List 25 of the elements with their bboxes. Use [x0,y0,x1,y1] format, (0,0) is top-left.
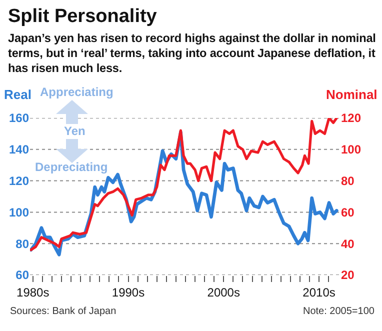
text: Note: 2005=100 [303,306,375,317]
y-tick-label: 140 [8,142,30,157]
source-note: Sources: Bank of Japan [10,306,116,317]
chart-title: Split Personality [8,6,157,28]
y-tick-label: 160 [8,111,30,126]
annotation: Yen [64,124,86,138]
x-tick-label: 1980s [16,285,50,300]
chart-subtitle: Japan’s yen has risen to record highs against the dollar in nominal terms, but in ‘real’ terms, taking into account Japanese deflation, it has risen much less. [8,31,377,76]
annotation: Depreciating [35,160,108,174]
y2-tick-label: 80 [341,174,355,188]
x-tick-label: 2010s [302,285,336,300]
y-tick-label: 60 [16,268,30,282]
text: Appreciating [40,85,114,99]
y2-tick-label: 20 [341,268,355,282]
x-tick-label: 2000s [207,285,240,300]
series-label: Nominal [326,87,378,102]
y2-tick-label: 60 [341,205,355,220]
y-tick-label: 80 [16,236,30,251]
y2-tick-label: 100 [341,142,362,157]
text: Real [4,87,32,102]
y-tick-label: 100 [8,205,30,220]
y2-tick-label: 120 [341,111,362,126]
y-tick-label: 120 [8,174,30,188]
x-tick-label: 1990s [112,285,145,300]
y2-tick-label: 40 [341,236,355,251]
